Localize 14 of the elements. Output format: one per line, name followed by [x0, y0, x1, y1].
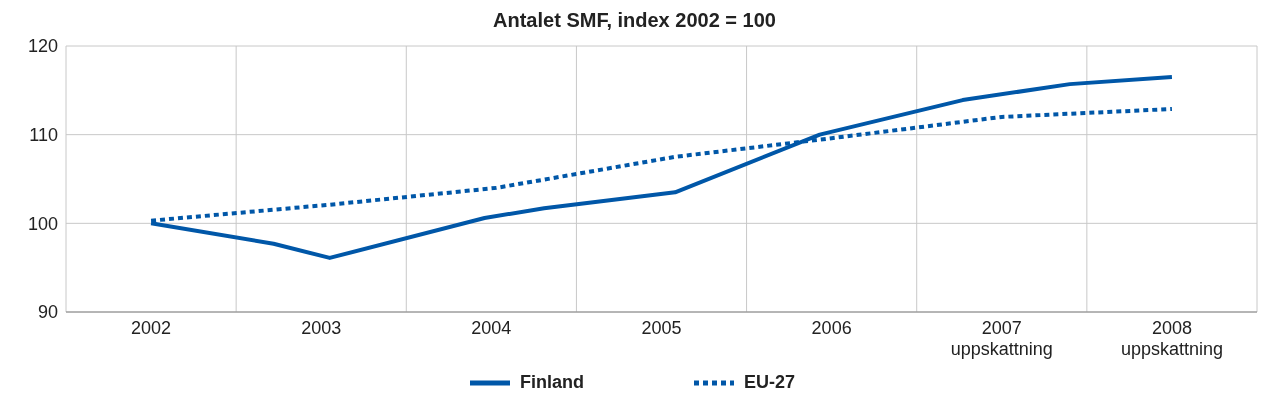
x-tick-label: 2004 — [471, 318, 512, 338]
legend-label: Finland — [519, 372, 584, 393]
y-tick-label: 90 — [37, 302, 58, 323]
y-tick-label: 100 — [27, 213, 58, 234]
x-tick-label: 2007 uppskattning — [950, 318, 1053, 359]
x-tick-label: 2005 — [641, 318, 682, 338]
x-tick-label: 2003 — [301, 318, 342, 338]
legend-label: EU-27 — [743, 372, 796, 393]
chart-title: Antalet SMF, index 2002 = 100 — [492, 8, 777, 33]
y-tick-label: 110 — [29, 125, 58, 146]
x-tick-label: 2002 — [131, 318, 172, 338]
y-tick-label: 120 — [27, 36, 58, 57]
x-tick-label: 2008 uppskattning — [1120, 318, 1223, 359]
x-tick-label: 2006 — [811, 318, 852, 338]
